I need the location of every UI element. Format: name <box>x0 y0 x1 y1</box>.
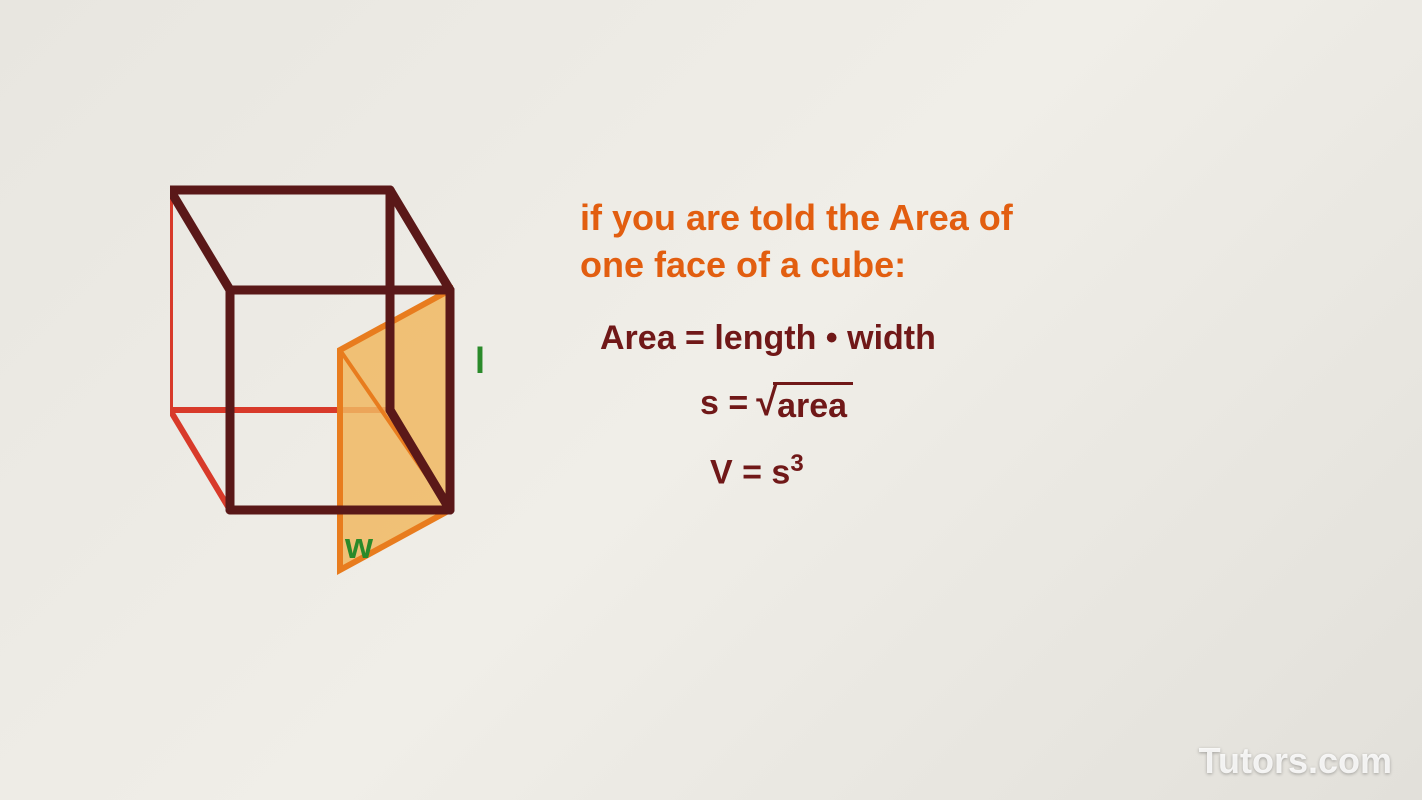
formula-side: s = √ area <box>700 382 1280 426</box>
heading-line2: one face of a cube: <box>580 244 906 285</box>
formula-block: if you are told the Area of one face of … <box>580 195 1280 492</box>
formula-volume-exp: 3 <box>790 450 803 477</box>
formula-side-lhs: s = <box>700 384 748 423</box>
radical-arg: area <box>773 382 853 426</box>
radical: √ area <box>756 382 853 426</box>
formula-volume: V = s3 <box>710 450 1280 492</box>
heading-line1: if you are told the Area of <box>580 197 1013 238</box>
label-length: l <box>475 340 485 382</box>
label-width: w <box>345 525 373 567</box>
formula-volume-lhs: V = s <box>710 453 790 491</box>
watermark: Tutors.com <box>1199 740 1392 782</box>
cube-svg <box>170 180 470 580</box>
formula-area: Area = length • width <box>600 319 1280 358</box>
heading: if you are told the Area of one face of … <box>580 195 1280 289</box>
cube-diagram <box>170 180 470 585</box>
